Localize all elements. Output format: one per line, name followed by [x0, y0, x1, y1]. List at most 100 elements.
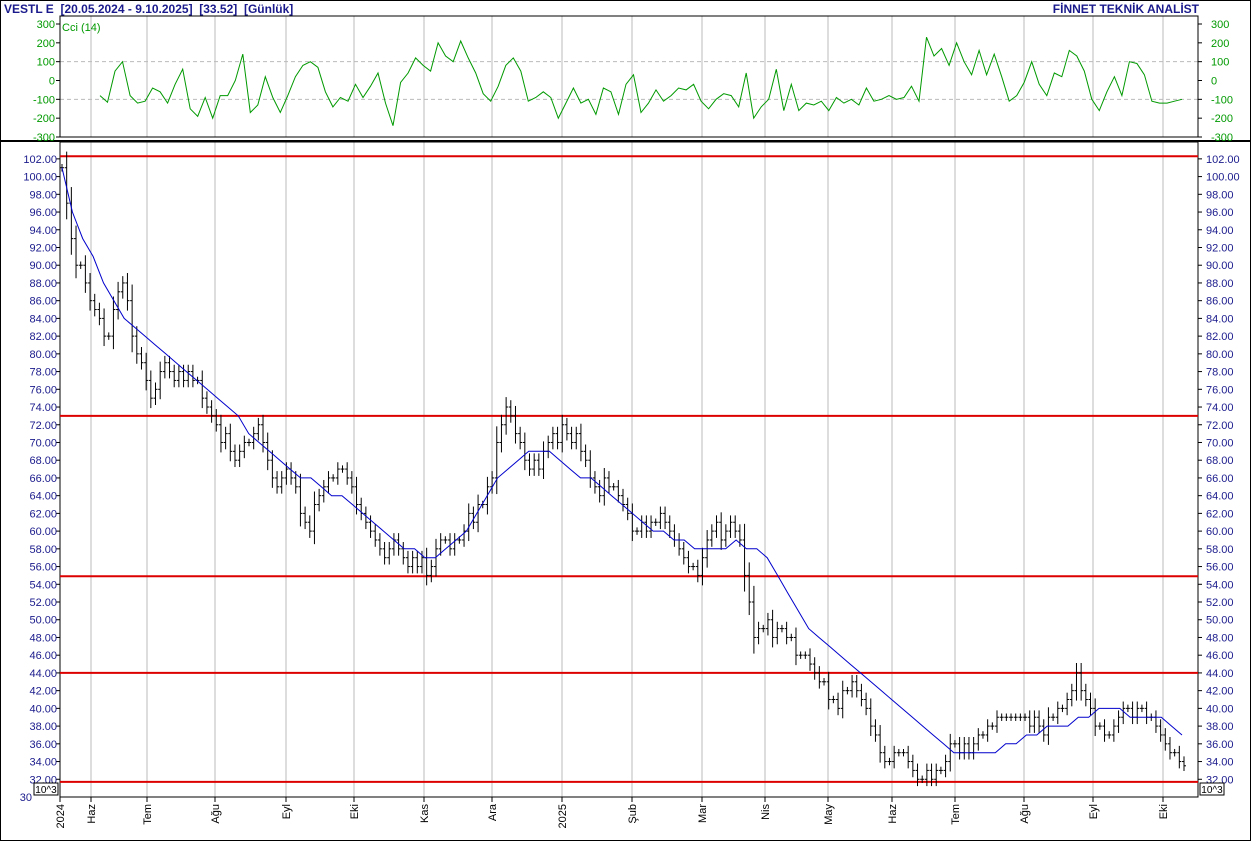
price-bar: [377, 533, 382, 556]
price-tick-label: 68.00: [29, 455, 57, 467]
price-bar: [237, 444, 242, 468]
cci-tick-label: -200: [33, 113, 55, 125]
date-tick-label: Eyl: [1088, 804, 1100, 819]
price-bar: [1004, 713, 1009, 721]
cci-gridlines: [59, 16, 1198, 137]
price-tick-label: 80.00: [29, 349, 57, 361]
price-bar: [270, 450, 275, 488]
price-tick-label: 38.00: [1206, 721, 1234, 733]
cci-line: [99, 37, 1183, 126]
price-bar: [1051, 713, 1056, 721]
price-bar: [275, 471, 280, 494]
date-tick-label: Eki: [1158, 804, 1170, 819]
cci-axes: 300 300 200 200 100 100 0 0 -100 -100 -200 -200 -300…: [0, 15, 1251, 144]
price-bar: [1172, 748, 1177, 757]
date-axis: 2024 Haz Tem Ağu Eyl Eki Kas Ara 2025 Şub Mar Nis Ma…: [55, 797, 1170, 828]
date-range-label: [20.05.2024 - 9.10.2025]: [60, 2, 193, 16]
cci-title: Cci (14): [62, 22, 101, 34]
price-tick-label: 38.00: [29, 721, 57, 733]
price-tick-label: 54.00: [29, 579, 57, 591]
price-bar: [387, 542, 392, 565]
price-tick-label: 58.00: [29, 544, 57, 556]
price-bar: [88, 273, 93, 311]
price-bar: [733, 515, 738, 538]
cci-panel-border: [59, 15, 1199, 138]
price-bar: [162, 355, 167, 379]
price-tick-label: 94.00: [1206, 225, 1234, 237]
price-bar: [812, 657, 817, 680]
price-bar: [522, 432, 527, 471]
price-bar: [1074, 662, 1079, 701]
brand-label: FİNNET TEKNİK ANALİST: [1052, 2, 1199, 16]
price-tick-label: 54.00: [1206, 579, 1234, 591]
price-bar: [513, 405, 518, 444]
price-bar: [789, 633, 794, 642]
price-bar: [153, 382, 158, 405]
cci-tick-label: 300: [37, 19, 55, 31]
date-tick-label: Ağu: [210, 804, 222, 824]
period-label: [Günlük]: [243, 2, 294, 16]
price-tick-label: 80.00: [1206, 349, 1234, 361]
price-bar: [667, 515, 672, 538]
price-tick-label: 78.00: [29, 367, 57, 379]
price-bar: [971, 736, 976, 760]
price-gridlines: [59, 142, 1164, 797]
price-tick-label: 98.00: [1206, 189, 1234, 201]
price-bar: [373, 524, 378, 547]
price-bar: [125, 273, 130, 311]
price-tick-label: 64.00: [29, 491, 57, 503]
price-bar: [817, 666, 822, 689]
price-bar: [293, 471, 298, 494]
price-bar: [148, 370, 153, 409]
price-bar: [499, 414, 504, 453]
price-tick-label: 76.00: [1206, 384, 1234, 396]
date-tick-label: May: [823, 804, 835, 825]
price-tick-label: 72.00: [1206, 420, 1234, 432]
date-tick-label: Şub: [627, 804, 639, 824]
price-bar: [340, 465, 345, 473]
price-bar: [784, 621, 789, 645]
price-bar: [1037, 710, 1042, 733]
price-bar: [424, 547, 429, 586]
price-bar: [218, 414, 223, 453]
price-bar: [850, 674, 855, 698]
cci-tick-label: -300: [33, 132, 55, 144]
scale-badge: [33, 782, 59, 796]
price-bar: [695, 559, 700, 583]
price-tick-label: 74.00: [1206, 402, 1234, 414]
price-tick-label: 90.00: [29, 260, 57, 272]
price-bar: [1111, 719, 1116, 742]
price-bar: [1158, 719, 1163, 742]
price-bar: [976, 728, 981, 751]
price-bar: [1125, 704, 1130, 713]
price-panel-border: [59, 141, 1199, 798]
price-tick-label: 102.00: [23, 154, 57, 166]
price-bar: [868, 698, 873, 737]
chart-header-left: VESTL E [20.05.2024 - 9.10.2025] [33.52]…: [4, 2, 293, 16]
price-bar: [429, 559, 434, 583]
cci-tick-label: 200: [37, 38, 55, 50]
price-bar: [326, 471, 331, 494]
price-tick-label: 90.00: [1206, 260, 1234, 272]
price-bar: [588, 450, 593, 488]
price-bar: [279, 471, 284, 494]
cci-tick-label: -100: [1211, 94, 1233, 106]
price-bar: [635, 527, 640, 535]
price-tick-label: 88.00: [29, 278, 57, 290]
price-bar: [574, 426, 579, 450]
symbol-label: VESTL E: [4, 2, 54, 16]
price-bar: [97, 302, 102, 326]
price-tick-label: 44.00: [1206, 668, 1234, 680]
price-bar: [1116, 710, 1121, 733]
date-tick-label: Eki: [349, 804, 361, 819]
price-tick-label: 84.00: [1206, 313, 1234, 325]
price-bars: [60, 151, 1186, 787]
price-bar: [1088, 692, 1093, 716]
price-tick-label: 92.00: [29, 242, 57, 254]
price-bar: [321, 479, 326, 503]
price-bar: [102, 308, 107, 347]
date-tick-label: Mar: [697, 804, 709, 823]
price-bar: [836, 692, 841, 716]
price-bar: [793, 627, 798, 666]
price-bar: [896, 748, 901, 757]
